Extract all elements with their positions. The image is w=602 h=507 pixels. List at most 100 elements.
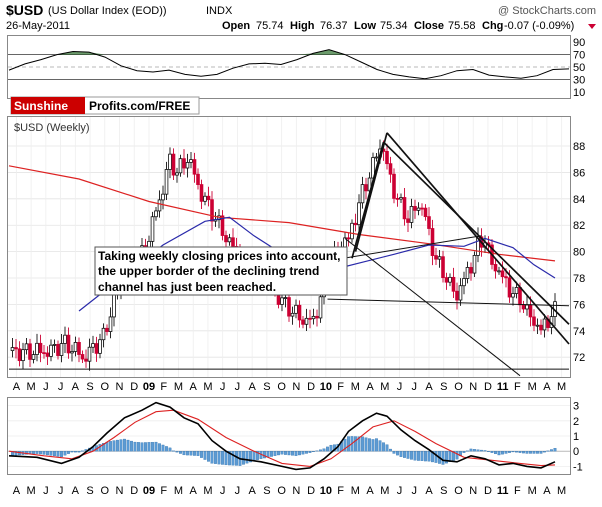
- candle-body: [441, 256, 445, 278]
- macd-signal-line: [8, 409, 556, 467]
- macd-histogram-bar: [483, 450, 487, 452]
- candle-body: [203, 195, 207, 202]
- price-tick-label: 82: [573, 220, 585, 232]
- macd-histogram-bar: [63, 451, 67, 456]
- chg-label: Chg: [482, 20, 503, 32]
- x-tick-label: J: [43, 485, 49, 497]
- macd-histogram-bar: [172, 450, 175, 452]
- candle-body: [416, 207, 421, 211]
- candle-body: [392, 173, 396, 199]
- macd-histogram-bar: [102, 443, 105, 452]
- candle-body: [49, 344, 53, 357]
- candle-body: [434, 255, 438, 260]
- x-tick-label: J: [43, 381, 49, 393]
- macd-histogram-bar: [368, 438, 371, 452]
- macd-histogram-bar: [522, 451, 525, 454]
- x-tick-label: M: [174, 381, 183, 393]
- macd-histogram-bar: [466, 450, 469, 452]
- x-tick-label: N: [469, 381, 477, 393]
- close-value: 75.58: [448, 20, 476, 32]
- candle-body: [357, 202, 361, 226]
- macd-histogram-bar: [280, 451, 284, 455]
- down-arrow-icon: [588, 24, 596, 29]
- x-tick-label: S: [440, 485, 447, 497]
- macd-histogram-bar: [403, 451, 406, 458]
- candle-body: [409, 206, 414, 223]
- macd-histogram-bar: [46, 451, 49, 456]
- macd-tick-label: 3: [573, 401, 579, 413]
- macd-histogram-bar: [158, 443, 161, 452]
- candle-body: [73, 342, 78, 352]
- macd-tick-label: 0: [573, 446, 579, 458]
- macd-histogram-bar: [123, 438, 126, 452]
- macd-histogram-bar: [193, 451, 196, 456]
- macd-histogram-bar: [445, 451, 448, 464]
- candle-body: [157, 199, 162, 212]
- trend-line: [327, 298, 570, 307]
- macd-histogram-bar: [371, 439, 375, 452]
- x-tick-label: A: [366, 485, 374, 497]
- macd-histogram-bar: [312, 451, 315, 452]
- x-tick-label: F: [337, 381, 344, 393]
- candle-body: [504, 276, 508, 279]
- price-tick-label: 78: [573, 273, 585, 285]
- x-tick-label: M: [27, 381, 36, 393]
- x-tick-label: D: [484, 485, 492, 497]
- x-tick-label: S: [263, 485, 270, 497]
- macd-histogram-bar: [417, 451, 420, 461]
- moving-average-long: [8, 165, 556, 262]
- candle-body: [455, 290, 459, 301]
- chart-symbol: $USD: [6, 2, 43, 18]
- candle-body: [500, 270, 505, 278]
- rsi-line: [8, 49, 570, 80]
- x-tick-label: D: [130, 485, 138, 497]
- x-tick-label: A: [72, 485, 80, 497]
- x-tick-label: S: [86, 485, 93, 497]
- x-tick-label: M: [351, 485, 360, 497]
- x-tick-label: 10: [320, 485, 332, 497]
- open-value: 75.74: [256, 20, 284, 32]
- macd-histogram-bar: [126, 439, 130, 452]
- watermark: @ StockCharts.com: [498, 5, 596, 17]
- macd-histogram-bar: [354, 436, 357, 452]
- candle-body: [185, 162, 190, 169]
- macd-histogram-bar: [137, 442, 140, 452]
- annotation-box: Taking weekly closing prices into accoun…: [94, 246, 348, 296]
- candle-body: [525, 304, 529, 310]
- candle-body: [399, 197, 403, 200]
- macd-histogram-bar: [168, 447, 172, 452]
- x-tick-label: D: [307, 381, 315, 393]
- candle-body: [31, 354, 36, 360]
- macd-histogram-bar: [452, 451, 455, 461]
- x-tick-label: J: [220, 485, 226, 497]
- macd-histogram-bar: [546, 450, 550, 452]
- candle-body: [388, 163, 393, 175]
- candle-body: [199, 184, 204, 202]
- x-tick-label: A: [543, 485, 551, 497]
- x-tick-label: M: [203, 381, 212, 393]
- macd-histogram-bar: [473, 449, 476, 452]
- macd-histogram-bar: [322, 448, 326, 452]
- candle-body: [206, 195, 211, 201]
- candle-body: [402, 197, 407, 220]
- candle-body: [101, 327, 106, 341]
- x-tick-label: F: [160, 485, 167, 497]
- low-value: 75.34: [380, 20, 408, 32]
- rsi-tick-label: 10: [573, 87, 585, 99]
- candle-body: [35, 342, 39, 355]
- candle-body: [353, 222, 358, 226]
- candle-body: [84, 358, 88, 362]
- macd-histogram-bar: [70, 451, 74, 453]
- macd-histogram-bar: [515, 451, 518, 453]
- chart-name: (US Dollar Index (EOD)): [48, 5, 167, 17]
- macd-histogram-bar: [263, 451, 266, 459]
- candle-body: [539, 324, 543, 331]
- candle-body: [430, 228, 435, 256]
- x-tick-label: A: [366, 381, 374, 393]
- macd-histogram-bar: [200, 451, 203, 458]
- candle-body: [458, 285, 463, 301]
- x-tick-label: O: [101, 485, 110, 497]
- rsi-tick-label: 50: [573, 62, 585, 74]
- trend-line: [382, 141, 570, 325]
